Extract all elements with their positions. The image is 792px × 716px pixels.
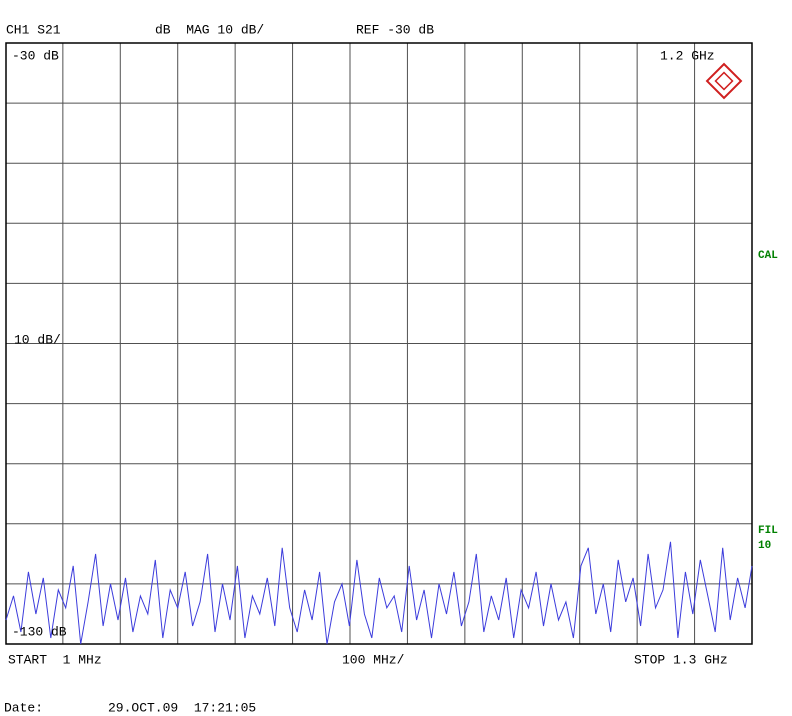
logo [705,62,743,100]
marker-label: 1.2 GHz [660,48,715,63]
cal-status: CAL [758,250,778,262]
channel: CH1 S21 [6,22,61,37]
format: dB MAG 10 dB/ [155,22,264,37]
bottom-label: -130 dB [12,624,67,639]
stop-label: STOP 1.3 GHz [634,652,728,667]
fil-status: FIL [758,525,778,537]
logo-frame [705,62,743,100]
div-label: 100 MHz/ [342,652,405,667]
date: 29.OCT.09 17:21:05 [108,700,256,715]
start-label: START 1 MHz [8,652,102,667]
plot: -30 dB 10 dB/ -130 dB 1.2 GHz START 1 MHz 100… [5,42,753,667]
plot-frame [5,42,753,645]
trace [5,541,753,645]
date-label: Date: [4,700,43,715]
ref: REF -30 dB [356,22,434,37]
logo-inner [714,71,734,91]
scale-label: 10 dB/ [14,332,61,347]
ref-label: -30 dB [12,48,59,63]
fil-value: 10 [758,540,771,552]
